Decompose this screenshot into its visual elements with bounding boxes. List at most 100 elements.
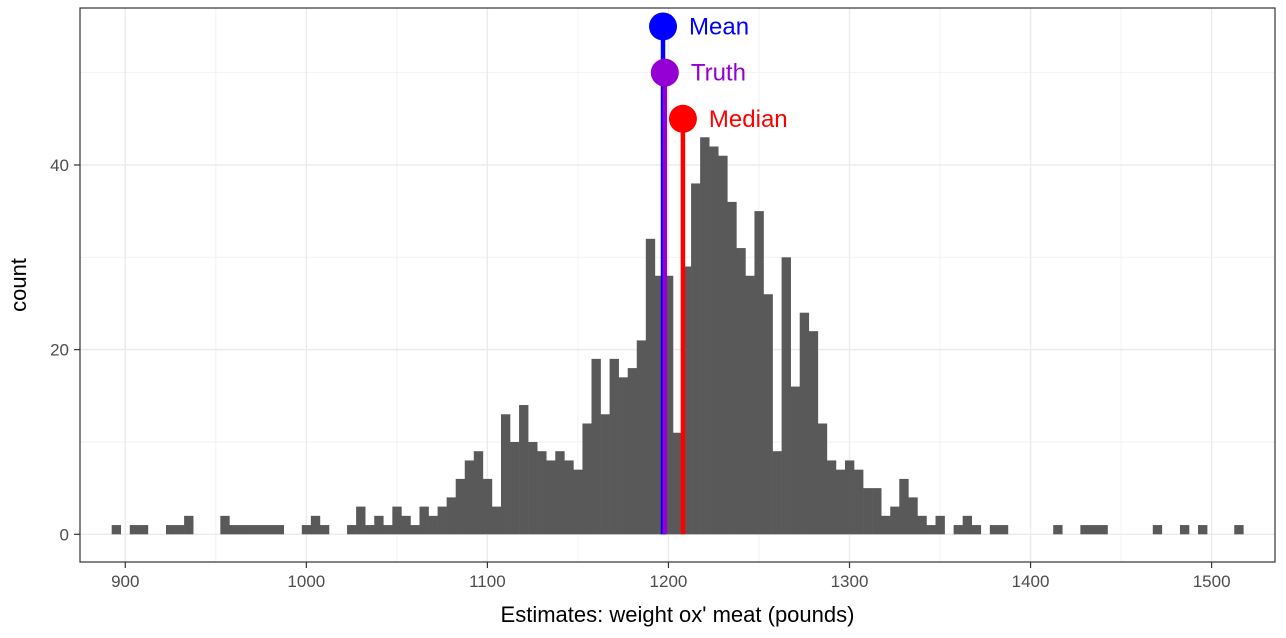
histogram-bar <box>500 414 511 535</box>
y-axis-title: count <box>6 258 31 312</box>
summary-markers: Mean Truth Median <box>649 12 788 535</box>
y-tick-label: 0 <box>60 525 69 544</box>
histogram-bar <box>890 506 900 535</box>
y-axis: 0 20 40 <box>50 156 80 544</box>
histogram-bar <box>636 340 647 535</box>
histogram-bar <box>654 275 665 535</box>
histogram-bar <box>790 386 801 535</box>
x-tick-label: 900 <box>111 572 139 591</box>
histogram-bar <box>564 460 574 535</box>
histogram-bar <box>645 238 656 535</box>
histogram-bar <box>808 331 819 535</box>
histogram-bar <box>700 137 710 535</box>
histogram-bar <box>817 423 828 535</box>
histogram-bar <box>419 506 429 535</box>
histogram-bar <box>600 414 610 535</box>
histogram-bar <box>844 460 855 535</box>
histogram-bar <box>1179 525 1190 535</box>
histogram-bar <box>238 525 248 535</box>
histogram-bar <box>392 506 402 535</box>
histogram-bar <box>854 469 864 535</box>
histogram-bar <box>356 506 366 535</box>
histogram-bar <box>573 469 583 535</box>
histogram-bar <box>989 525 1000 535</box>
histogram-bar <box>935 515 945 535</box>
y-tick-label: 40 <box>50 156 69 175</box>
histogram-bar <box>482 478 493 535</box>
histogram-bar <box>184 515 194 535</box>
histogram-bar <box>129 525 140 535</box>
x-axis: 900 1000 1100 1200 1300 1400 1500 <box>111 562 1231 591</box>
histogram-bar <box>166 525 176 535</box>
histogram-bar <box>555 451 565 535</box>
histogram-bar <box>582 423 592 535</box>
histogram-bar <box>446 497 457 535</box>
histogram-bar <box>428 515 438 535</box>
histogram-bar <box>256 525 266 535</box>
panel-border <box>79 7 1276 563</box>
histogram-bar <box>1098 525 1108 535</box>
histogram-bar <box>872 488 882 535</box>
histogram-bar <box>917 515 927 535</box>
histogram-bar <box>691 183 701 535</box>
histogram-bar <box>138 525 149 535</box>
histogram-bar <box>301 525 312 535</box>
histogram-bar <box>754 211 764 535</box>
histogram-bar <box>745 275 755 535</box>
histogram-bar <box>672 432 683 535</box>
histogram-bar <box>618 377 629 535</box>
histogram-bar <box>962 515 973 535</box>
x-tick-label: 1000 <box>287 572 325 591</box>
histogram-bar <box>591 358 601 535</box>
histogram-bar <box>519 405 529 535</box>
histogram-bar <box>763 294 773 535</box>
histogram-bar <box>374 515 384 535</box>
histogram-bar <box>881 515 891 535</box>
histogram-bar <box>220 515 230 535</box>
histogram-bar <box>247 525 257 535</box>
histogram-bar <box>835 469 846 535</box>
histogram-bar <box>265 525 275 535</box>
histogram-bar <box>971 525 982 535</box>
histogram-bar <box>1080 525 1090 535</box>
histogram-bar <box>310 515 321 535</box>
y-tick-label: 20 <box>50 341 69 360</box>
marker-label: Truth <box>691 60 746 87</box>
histogram-bar <box>546 460 556 535</box>
histogram-bar <box>926 525 936 535</box>
histogram-bar <box>1234 525 1244 535</box>
histogram-bar <box>826 460 837 535</box>
histogram-bar <box>781 257 791 535</box>
histogram-bar <box>365 525 375 535</box>
marker-median: Median <box>668 104 788 535</box>
x-axis-title: Estimates: weight ox' meat (pounds) <box>501 602 855 627</box>
histogram-bar <box>1053 525 1063 535</box>
histogram-bar <box>229 525 239 535</box>
histogram-bar <box>401 515 411 535</box>
histogram-bar <box>274 525 284 535</box>
histogram-bar <box>998 525 1009 535</box>
histogram-bar <box>383 525 393 535</box>
histogram-bar <box>863 488 873 535</box>
marker-point <box>649 12 678 41</box>
histogram-bar <box>510 441 520 535</box>
histogram-bar <box>772 451 782 535</box>
histogram-bar <box>455 478 466 535</box>
x-tick-label: 1500 <box>1193 572 1231 591</box>
histogram-bar <box>609 358 619 535</box>
histogram-bar <box>464 460 475 535</box>
histogram-bar <box>627 368 638 535</box>
histogram-bar <box>1089 525 1099 535</box>
histogram-bar <box>111 525 122 535</box>
histogram-bars <box>111 137 1244 535</box>
histogram-bar <box>319 525 330 535</box>
histogram-bar <box>1152 525 1163 535</box>
histogram-bar <box>1198 525 1208 535</box>
histogram-bar <box>175 525 185 535</box>
histogram-bar <box>908 497 918 535</box>
histogram-bar <box>953 525 963 535</box>
marker-point <box>650 58 679 87</box>
histogram-bar <box>736 248 746 535</box>
histogram-bar <box>347 525 357 535</box>
